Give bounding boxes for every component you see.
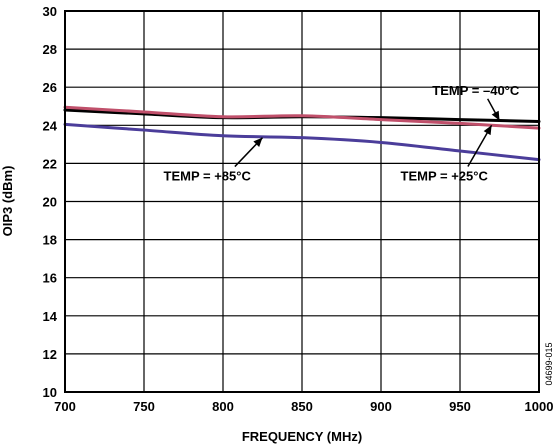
x-tick-label: 850 [291, 399, 313, 414]
tick-labels: 700 750 800 850 900 950 1000 10 12 14 16 18 20 22 24 26… [43, 4, 554, 414]
series-lines [63, 105, 541, 162]
y-tick-label: 20 [43, 195, 57, 210]
x-tick-label: 700 [54, 399, 76, 414]
x-tick-label: 900 [370, 399, 392, 414]
x-tick-label: 1000 [525, 399, 554, 414]
x-tick-label: 950 [449, 399, 471, 414]
y-tick-label: 14 [43, 309, 58, 324]
annotation-arrowhead-2 [483, 125, 492, 136]
y-tick-label: 18 [43, 233, 57, 248]
y-tick-label: 26 [43, 80, 57, 95]
annotations: TEMP = –40°C TEMP = +85°C TEMP = +25°C [164, 83, 520, 184]
annotation-arrowhead-1 [253, 137, 263, 147]
figure-id: 04699-015 [544, 342, 554, 385]
y-tick-label: 22 [43, 156, 57, 171]
y-tick-label: 10 [43, 385, 57, 400]
series-line-1 [63, 105, 541, 130]
x-axis-title: FREQUENCY (MHz) [242, 429, 362, 444]
y-axis-title: OIP3 (dBm) [0, 166, 15, 237]
y-tick-label: 30 [43, 4, 57, 19]
annotation-label-1: TEMP = +85°C [164, 169, 252, 184]
annotation-label-2: TEMP = +25°C [401, 169, 489, 184]
x-tick-label: 750 [133, 399, 155, 414]
y-tick-label: 28 [43, 42, 57, 57]
y-tick-label: 24 [43, 118, 58, 133]
annotation-arrowhead-0 [491, 110, 500, 121]
annotation-label-0: TEMP = –40°C [432, 83, 520, 98]
series-line-2 [63, 122, 541, 162]
y-tick-label: 16 [43, 271, 57, 286]
y-tick-label: 12 [43, 347, 57, 362]
x-tick-label: 800 [212, 399, 234, 414]
plot-frame [64, 10, 540, 393]
